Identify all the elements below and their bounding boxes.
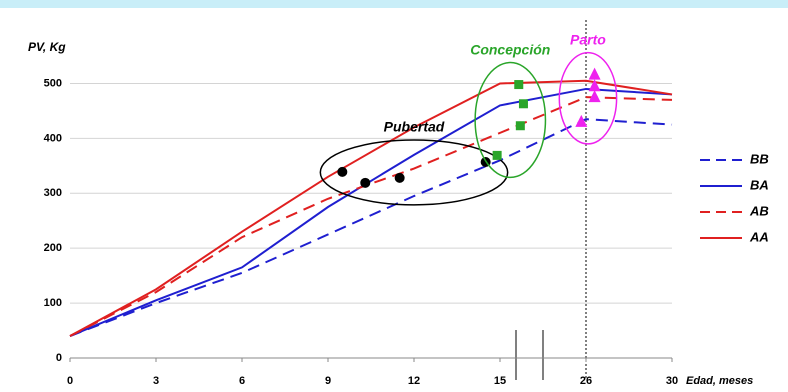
group-ellipse xyxy=(558,51,618,145)
top-band xyxy=(0,0,788,8)
group-label: Pubertad xyxy=(384,119,445,135)
x-tick-label: 15 xyxy=(494,375,506,387)
y-tick-label: 100 xyxy=(44,297,62,309)
y-tick-label: 500 xyxy=(44,77,62,89)
marker xyxy=(360,177,371,188)
x-tick-label: 0 xyxy=(67,375,73,387)
marker xyxy=(588,67,601,80)
legend-label: AA xyxy=(749,229,769,244)
y-tick-label: 200 xyxy=(44,242,62,254)
y-tick-label: 300 xyxy=(44,187,62,199)
x-tick-label: 3 xyxy=(153,375,159,387)
group-label: Parto xyxy=(570,31,606,47)
group-ellipse xyxy=(319,139,509,206)
marker xyxy=(588,79,601,92)
group-ellipse xyxy=(474,61,547,179)
marker xyxy=(575,114,588,127)
y-axis-label: PV, Kg xyxy=(28,40,66,54)
legend-label: BB xyxy=(750,151,769,166)
y-tick-label: 400 xyxy=(44,132,62,144)
legend-label: AB xyxy=(749,203,769,218)
marker xyxy=(337,166,348,177)
marker xyxy=(515,121,525,131)
y-tick-label: 0 xyxy=(56,352,62,364)
x-tick-label: 6 xyxy=(239,375,245,387)
x-axis-label: Edad, meses xyxy=(686,375,753,387)
marker xyxy=(394,172,405,183)
x-tick-label: 9 xyxy=(325,375,331,387)
series-line xyxy=(69,118,673,337)
x-tick-label: 26 xyxy=(580,375,592,387)
marker xyxy=(514,80,524,90)
series-line xyxy=(69,79,673,337)
marker xyxy=(588,90,601,103)
group-label: Concepción xyxy=(470,41,550,57)
series-line xyxy=(69,96,673,337)
series-line xyxy=(69,87,673,337)
x-tick-label: 30 xyxy=(666,375,678,387)
marker xyxy=(518,99,528,109)
x-tick-label: 12 xyxy=(408,375,420,387)
marker xyxy=(492,150,502,160)
legend-label: BA xyxy=(750,177,769,192)
